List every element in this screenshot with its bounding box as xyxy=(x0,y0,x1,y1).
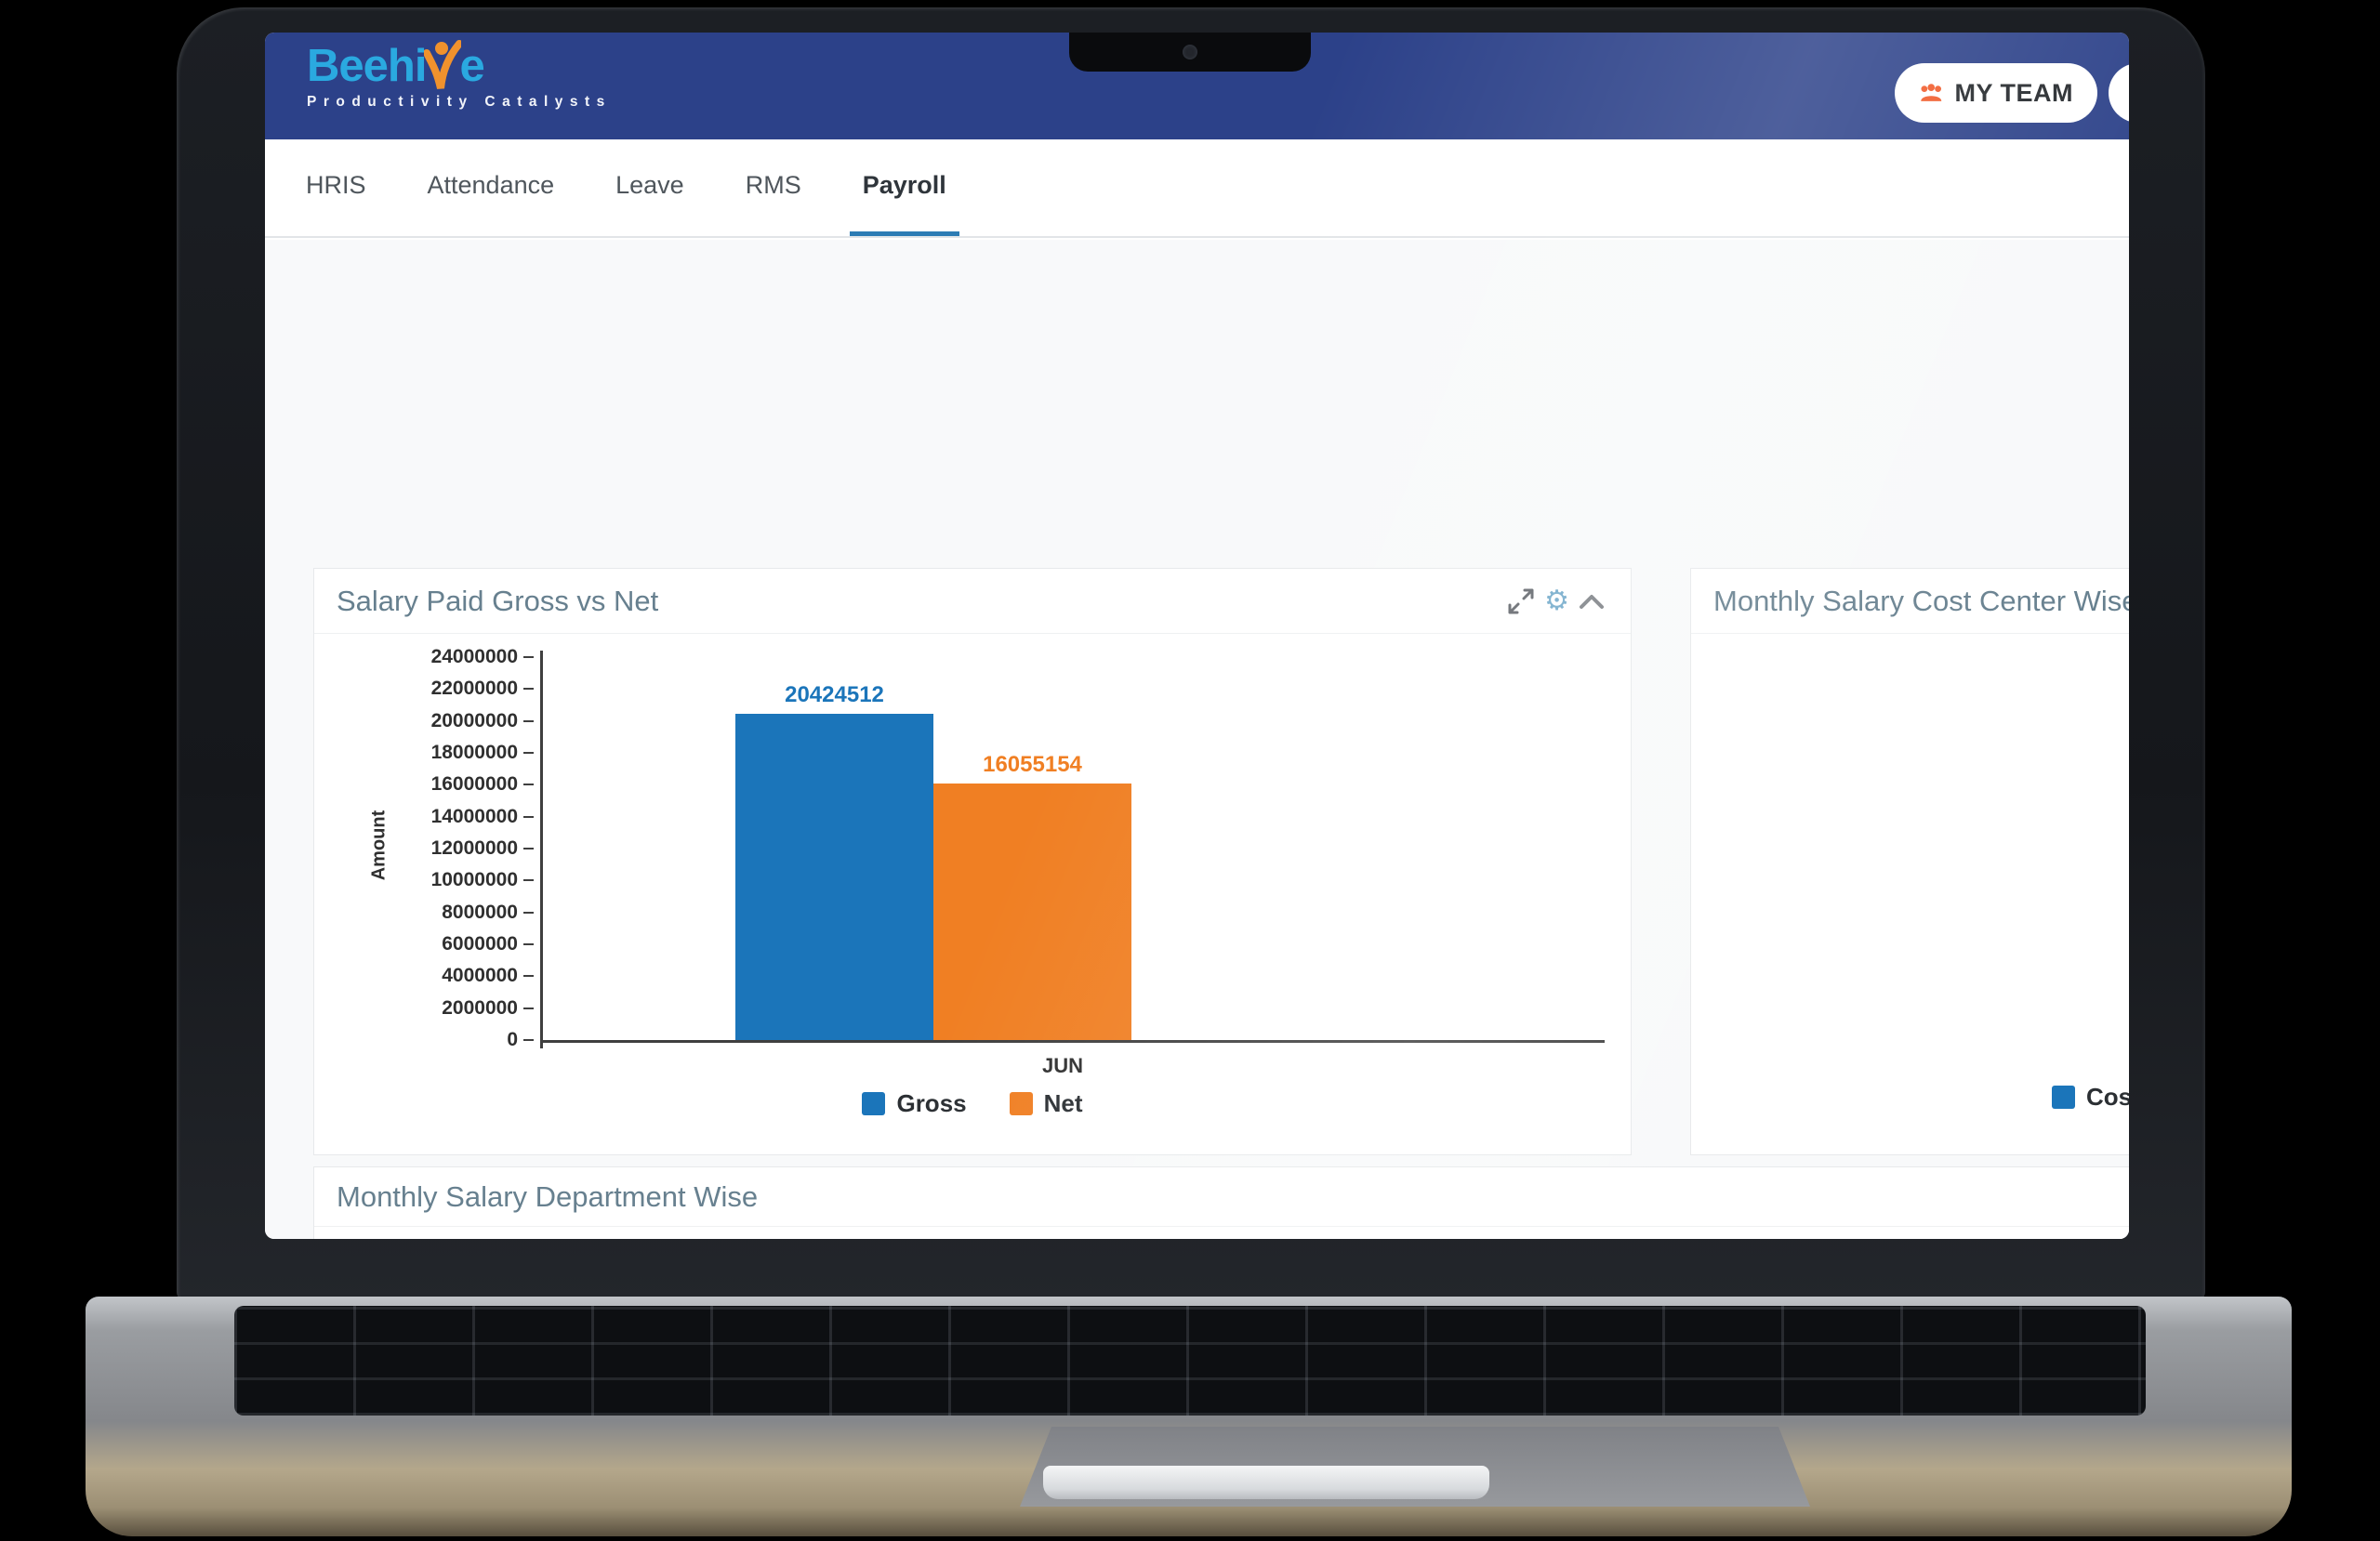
tab-rms[interactable]: RMS xyxy=(745,171,801,199)
x-axis-line xyxy=(540,1040,1605,1043)
laptop-lid-notch xyxy=(1043,1466,1489,1499)
bar-net-value: 16055154 xyxy=(983,752,1082,777)
beehive-logo: Beehi e Productivity Catalysts xyxy=(307,40,612,111)
y-tick-label: 8000000 xyxy=(442,902,518,923)
y-tick-label: 0 xyxy=(507,1029,518,1050)
panel-title: Monthly Salary Department Wise xyxy=(337,1179,759,1213)
laptop-base xyxy=(86,1297,2292,1536)
gross-net-legend: Gross Net xyxy=(314,1089,1631,1118)
bar-net xyxy=(933,784,1131,1040)
logo-tagline: Productivity Catalysts xyxy=(307,94,612,110)
expand-icon[interactable] xyxy=(1507,587,1535,615)
legend-swatch-cost-center xyxy=(2052,1086,2075,1109)
bar-gross xyxy=(735,714,933,1040)
y-tick-label: 10000000 xyxy=(430,869,518,890)
legend-item-cost-center[interactable]: Cost Center xyxy=(2052,1083,2129,1112)
app-header: Beehi e Productivity Catalysts MY TEAM xyxy=(265,33,2129,139)
laptop-keyboard xyxy=(234,1306,2146,1416)
camera-notch xyxy=(1069,33,1311,72)
tab-payroll[interactable]: Payroll xyxy=(849,139,959,236)
y-tick-label: 4000000 xyxy=(442,965,518,986)
collapse-chevron-icon[interactable] xyxy=(1579,592,1605,611)
y-tick-label: 6000000 xyxy=(442,933,518,955)
y-axis-line xyxy=(540,651,543,1048)
y-tick-label: 16000000 xyxy=(430,773,518,795)
tab-attendance[interactable]: Attendance xyxy=(427,171,555,199)
panel-department-header: Monthly Salary Department Wise xyxy=(314,1167,2129,1227)
logo-person-icon xyxy=(424,40,462,89)
my-team-button[interactable]: MY TEAM xyxy=(1895,63,2097,123)
y-tick-label: 18000000 xyxy=(430,742,518,763)
y-axis-title: Amount xyxy=(368,810,390,881)
secondary-header-button[interactable] xyxy=(2109,63,2129,123)
y-tick-label: 20000000 xyxy=(430,710,518,731)
my-team-label: MY TEAM xyxy=(1954,78,2073,107)
team-icon xyxy=(1921,84,1942,101)
legend-swatch-gross xyxy=(862,1092,886,1115)
dashboard-content: Salary Paid Gross vs Net ⚙ 24000000 xyxy=(265,240,2129,1239)
app-screen: Beehi e Productivity Catalysts MY TEAM xyxy=(265,33,2129,1239)
gear-icon[interactable]: ⚙ xyxy=(1544,585,1569,616)
cost-center-legend: Cost Center xyxy=(1691,1083,2129,1112)
y-tick-label: 24000000 xyxy=(430,646,518,667)
legend-swatch-net xyxy=(1009,1092,1033,1115)
y-tick-label: 14000000 xyxy=(430,806,518,827)
bar-gross-value: 20424512 xyxy=(785,682,884,707)
panel-gross-vs-net-header: Salary Paid Gross vs Net ⚙ xyxy=(314,569,1631,634)
tab-leave[interactable]: Leave xyxy=(615,171,684,199)
main-nav: HRIS Attendance Leave RMS Payroll xyxy=(265,139,2129,238)
panel-cost-center: Monthly Salary Cost Center Wise Cost Cen… xyxy=(1690,568,2129,1155)
x-tick-label: JUN xyxy=(1041,1054,1083,1077)
panel-title: Monthly Salary Cost Center Wise xyxy=(1713,584,2129,617)
legend-item-gross[interactable]: Gross xyxy=(862,1089,967,1118)
department-bar-chart: 16000000 14000000 12000000 10000000 Sala… xyxy=(314,1227,2129,1239)
legend-item-net[interactable]: Net xyxy=(1009,1089,1083,1118)
panel-title: Salary Paid Gross vs Net xyxy=(337,584,659,617)
y-tick-label: 22000000 xyxy=(430,678,518,699)
panel-gross-vs-net: Salary Paid Gross vs Net ⚙ 24000000 xyxy=(313,568,1632,1155)
panel-cost-center-header: Monthly Salary Cost Center Wise xyxy=(1691,569,2129,634)
logo-text-prefix: Beehi xyxy=(307,41,427,91)
panel-department: Monthly Salary Department Wise 16000000 … xyxy=(313,1166,2129,1239)
webcam-icon xyxy=(1183,45,1197,59)
tab-hris[interactable]: HRIS xyxy=(306,171,366,199)
y-tick-label: 2000000 xyxy=(442,997,518,1019)
gross-net-bar-chart: 24000000 22000000 20000000 18000000 1600… xyxy=(314,634,1631,1156)
logo-text-suffix: e xyxy=(459,41,484,91)
y-tick-label: 12000000 xyxy=(430,837,518,859)
